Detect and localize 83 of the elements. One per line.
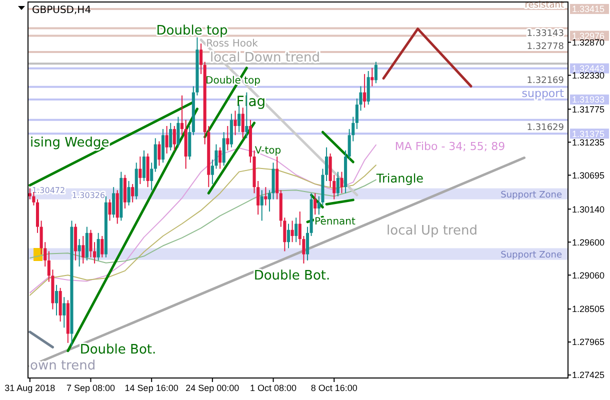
y-tick-label: 1.30140 <box>572 204 605 214</box>
candlestick <box>260 190 264 222</box>
candlestick <box>169 122 172 151</box>
candlestick <box>165 125 168 154</box>
candlestick <box>336 171 340 197</box>
candlestick <box>294 217 298 243</box>
candlestick <box>100 235 104 258</box>
x-tick-label: 1 Oct 08:00 <box>250 383 297 393</box>
ref-line-label: 1.32976 <box>572 30 605 41</box>
line-series <box>29 179 376 264</box>
candlestick <box>325 146 328 182</box>
candlestick <box>108 198 112 222</box>
annotation: local Up trend <box>386 224 478 239</box>
annotation: Triangle <box>375 171 424 186</box>
y-tick-label: 1.29060 <box>572 270 605 280</box>
candlestick <box>286 223 290 249</box>
annotation: own trend <box>30 358 96 374</box>
annotation: Double Bot. <box>80 342 156 358</box>
y-tick-label: 1.27965 <box>572 337 605 348</box>
candlestick <box>200 42 203 75</box>
x-tick-label: 8 Oct 16:00 <box>310 383 358 393</box>
candlestick <box>142 150 146 182</box>
annotation: Pennant <box>314 216 356 228</box>
candlestick <box>290 220 294 243</box>
x-tick-label: 31 Aug 2018 <box>4 383 56 393</box>
candlestick <box>82 235 85 264</box>
annotation: Double Bot. <box>254 268 330 284</box>
chart-title: GBPUSD,H4 <box>32 5 92 16</box>
y-tick-label: 1.32330 <box>572 70 605 80</box>
candlestick <box>131 184 134 203</box>
annotation: V-top <box>254 146 282 157</box>
annotation: 1.30472 <box>32 186 66 196</box>
candlestick <box>55 284 58 316</box>
y-tick-label: 1.30695 <box>572 170 605 180</box>
y-tick-label: 1.31775 <box>572 104 605 114</box>
annotation: 1.33143 <box>526 29 564 40</box>
band-label: Support Zone <box>500 250 562 261</box>
y-tick-label: 1.27425 <box>572 370 605 380</box>
candlestick <box>62 296 66 328</box>
candlestick <box>158 140 161 166</box>
candlestick <box>112 186 116 218</box>
candlestick <box>340 171 344 194</box>
candlestick <box>78 238 81 268</box>
candlestick <box>172 125 176 151</box>
ref-line-label: 1.33415 <box>572 4 605 14</box>
x-tick-label: 7 Sep 08:00 <box>66 383 116 393</box>
annotation: Double top <box>156 24 228 39</box>
candlestick <box>234 110 237 136</box>
candlestick <box>127 180 130 206</box>
line-series <box>29 164 376 296</box>
x-tick-label: 24 Sep 00:00 <box>186 383 240 393</box>
ref-line-label: 1.31375 <box>572 128 605 139</box>
candlestick <box>306 226 310 261</box>
band-label: Support Zone <box>500 190 562 200</box>
candlestick <box>363 74 366 108</box>
x-tick-label: 14 Sep 16:00 <box>124 383 178 393</box>
annotation: support <box>522 86 565 100</box>
candlestick <box>264 186 268 206</box>
y-tick-label: 1.31235 <box>572 137 605 148</box>
annotation: 1.31629 <box>526 123 564 134</box>
candlestick <box>314 192 317 216</box>
candlestick <box>138 156 142 185</box>
y-tick-label: 1.28505 <box>572 304 605 314</box>
annotation: ising Wedge <box>30 136 110 151</box>
candlestick <box>96 232 100 261</box>
annotation: Ross Hook <box>206 38 258 50</box>
candlestick <box>241 107 244 139</box>
y-tick-label: 1.29600 <box>572 237 605 248</box>
candlestick <box>226 125 230 151</box>
annotation: resistant <box>524 0 564 11</box>
candlestick <box>176 116 180 148</box>
candlestick <box>180 94 184 136</box>
annotation: 1.30326 <box>72 190 106 200</box>
candlestick <box>374 61 378 84</box>
annotation: local Down trend <box>210 50 320 66</box>
candlestick <box>218 146 222 170</box>
candlestick <box>150 162 154 191</box>
annotation: 1.32169 <box>526 76 564 86</box>
candlestick <box>268 190 271 212</box>
annotation: 1.32778 <box>526 42 564 52</box>
annotation: MA Fibo - 34; 55; 89 <box>394 140 506 153</box>
candlestick <box>370 67 374 87</box>
ref-line-label: 1.31933 <box>572 94 605 105</box>
